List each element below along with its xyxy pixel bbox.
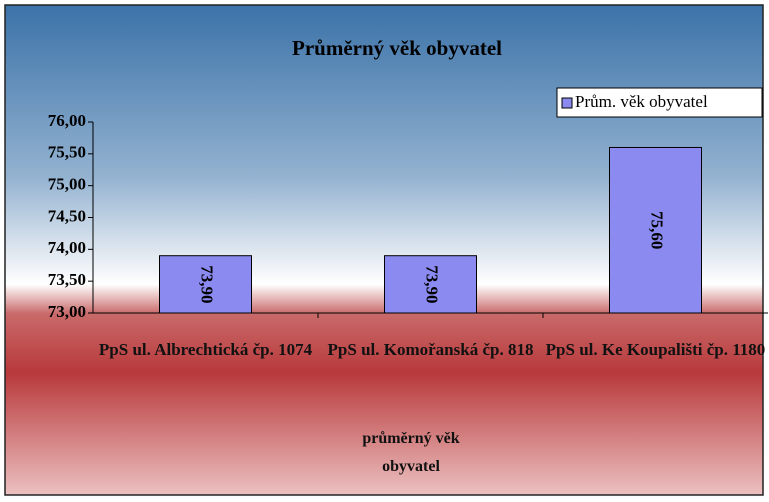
legend-label: Prům. věk obyvatel — [575, 92, 708, 111]
legend — [556, 87, 763, 118]
y-tick-label: 76,00 — [48, 111, 86, 130]
x-axis-label: průměrný věk obyvatel — [362, 430, 460, 475]
y-tick-label: 73,50 — [48, 270, 86, 289]
bar — [609, 146, 702, 314]
y-tick-label: 73,00 — [48, 302, 86, 321]
bar — [159, 255, 252, 314]
x-tick-label: PpS ul. Ke Koupališti čp. 1180 — [545, 340, 766, 359]
y-tick-label: 75,50 — [48, 143, 86, 162]
legend-swatch — [561, 97, 573, 109]
data-label: 75,60 — [648, 211, 667, 249]
y-tick-label: 74,50 — [48, 206, 86, 225]
bar — [384, 255, 477, 314]
x-tick-label: PpS ul. Albrechtická čp. 1074 — [98, 340, 313, 359]
y-tick-label: 75,00 — [48, 175, 86, 194]
data-label: 73,90 — [198, 265, 217, 303]
y-tick-label: 74,00 — [48, 238, 86, 257]
data-label: 73,90 — [423, 265, 442, 303]
x-tick-label: PpS ul. Komořanská čp. 818 — [327, 340, 534, 359]
chart-title: Průměrný věk obyvatel — [292, 36, 502, 60]
